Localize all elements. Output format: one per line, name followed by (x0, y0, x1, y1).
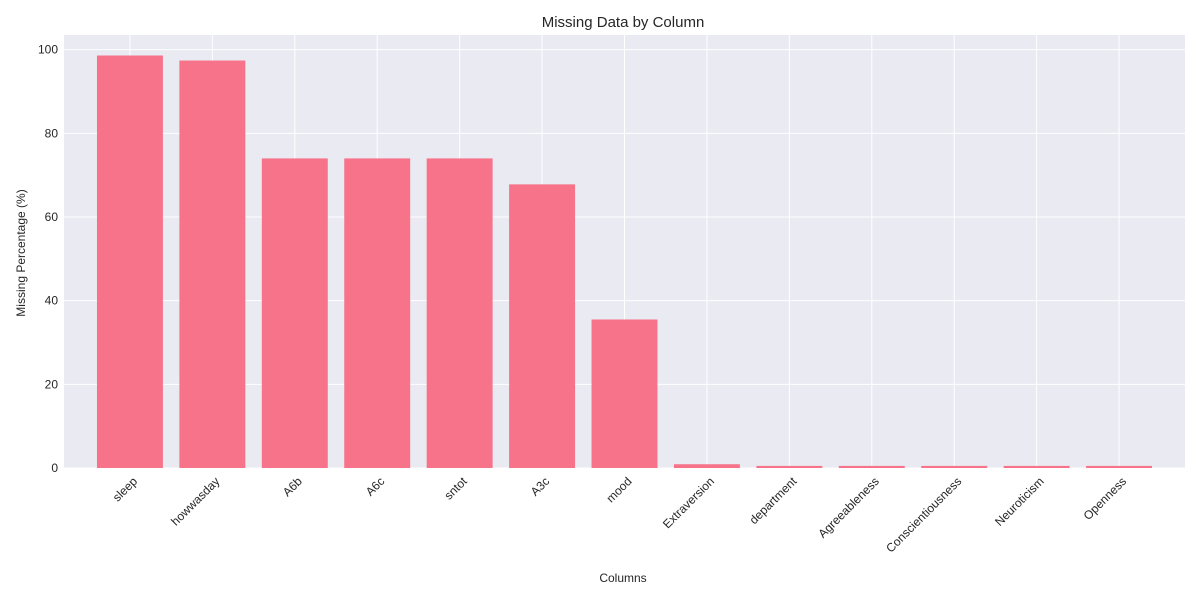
bar-conscientiousness (921, 465, 988, 468)
x-tick-label: A6c (363, 474, 388, 499)
bar-a6c (344, 158, 411, 468)
x-axis-ticks: sleep howwasday A6b A6c sntot A3c mood Extraver… (110, 474, 1129, 556)
bar-department (756, 465, 823, 468)
bar-sleep (96, 55, 163, 469)
y-tick-label: 20 (45, 377, 59, 391)
bar-howwasday (179, 60, 246, 468)
bar-openness (1086, 465, 1153, 468)
x-tick-label: Agreeableness (815, 474, 882, 541)
bar-neuroticism (1003, 465, 1070, 468)
x-tick-label: sleep (110, 474, 140, 504)
x-tick-label: A3c (528, 474, 553, 499)
y-tick-label: 0 (51, 461, 58, 475)
x-tick-label: Conscientiousness (883, 474, 964, 555)
x-tick-label: department (747, 474, 800, 527)
bar-extraversion (673, 464, 740, 468)
bar-mood (591, 319, 658, 468)
x-axis-label: Columns (599, 571, 646, 585)
x-tick-label: Neuroticism (992, 474, 1047, 529)
y-tick-label: 100 (38, 43, 58, 57)
y-tick-label: 60 (45, 210, 59, 224)
bar-a3c (509, 184, 576, 468)
y-axis-label: Missing Percentage (%) (14, 189, 28, 316)
x-tick-label: howwasday (168, 474, 222, 528)
x-tick-label: mood (603, 474, 634, 505)
x-tick-label: Extraversion (660, 474, 717, 531)
x-tick-label: Openness (1081, 474, 1130, 523)
y-tick-label: 80 (45, 126, 59, 140)
bars (96, 55, 1153, 469)
y-tick-label: 40 (45, 294, 59, 308)
y-axis-ticks: 0 20 40 60 80 100 (38, 43, 58, 475)
x-tick-label: A6b (280, 474, 305, 499)
bar-a6b (261, 158, 328, 468)
x-tick-label: sntot (441, 474, 470, 503)
chart-title: Missing Data by Column (542, 14, 705, 31)
bar-sntot (426, 158, 493, 468)
bar-agreeableness (838, 465, 905, 468)
